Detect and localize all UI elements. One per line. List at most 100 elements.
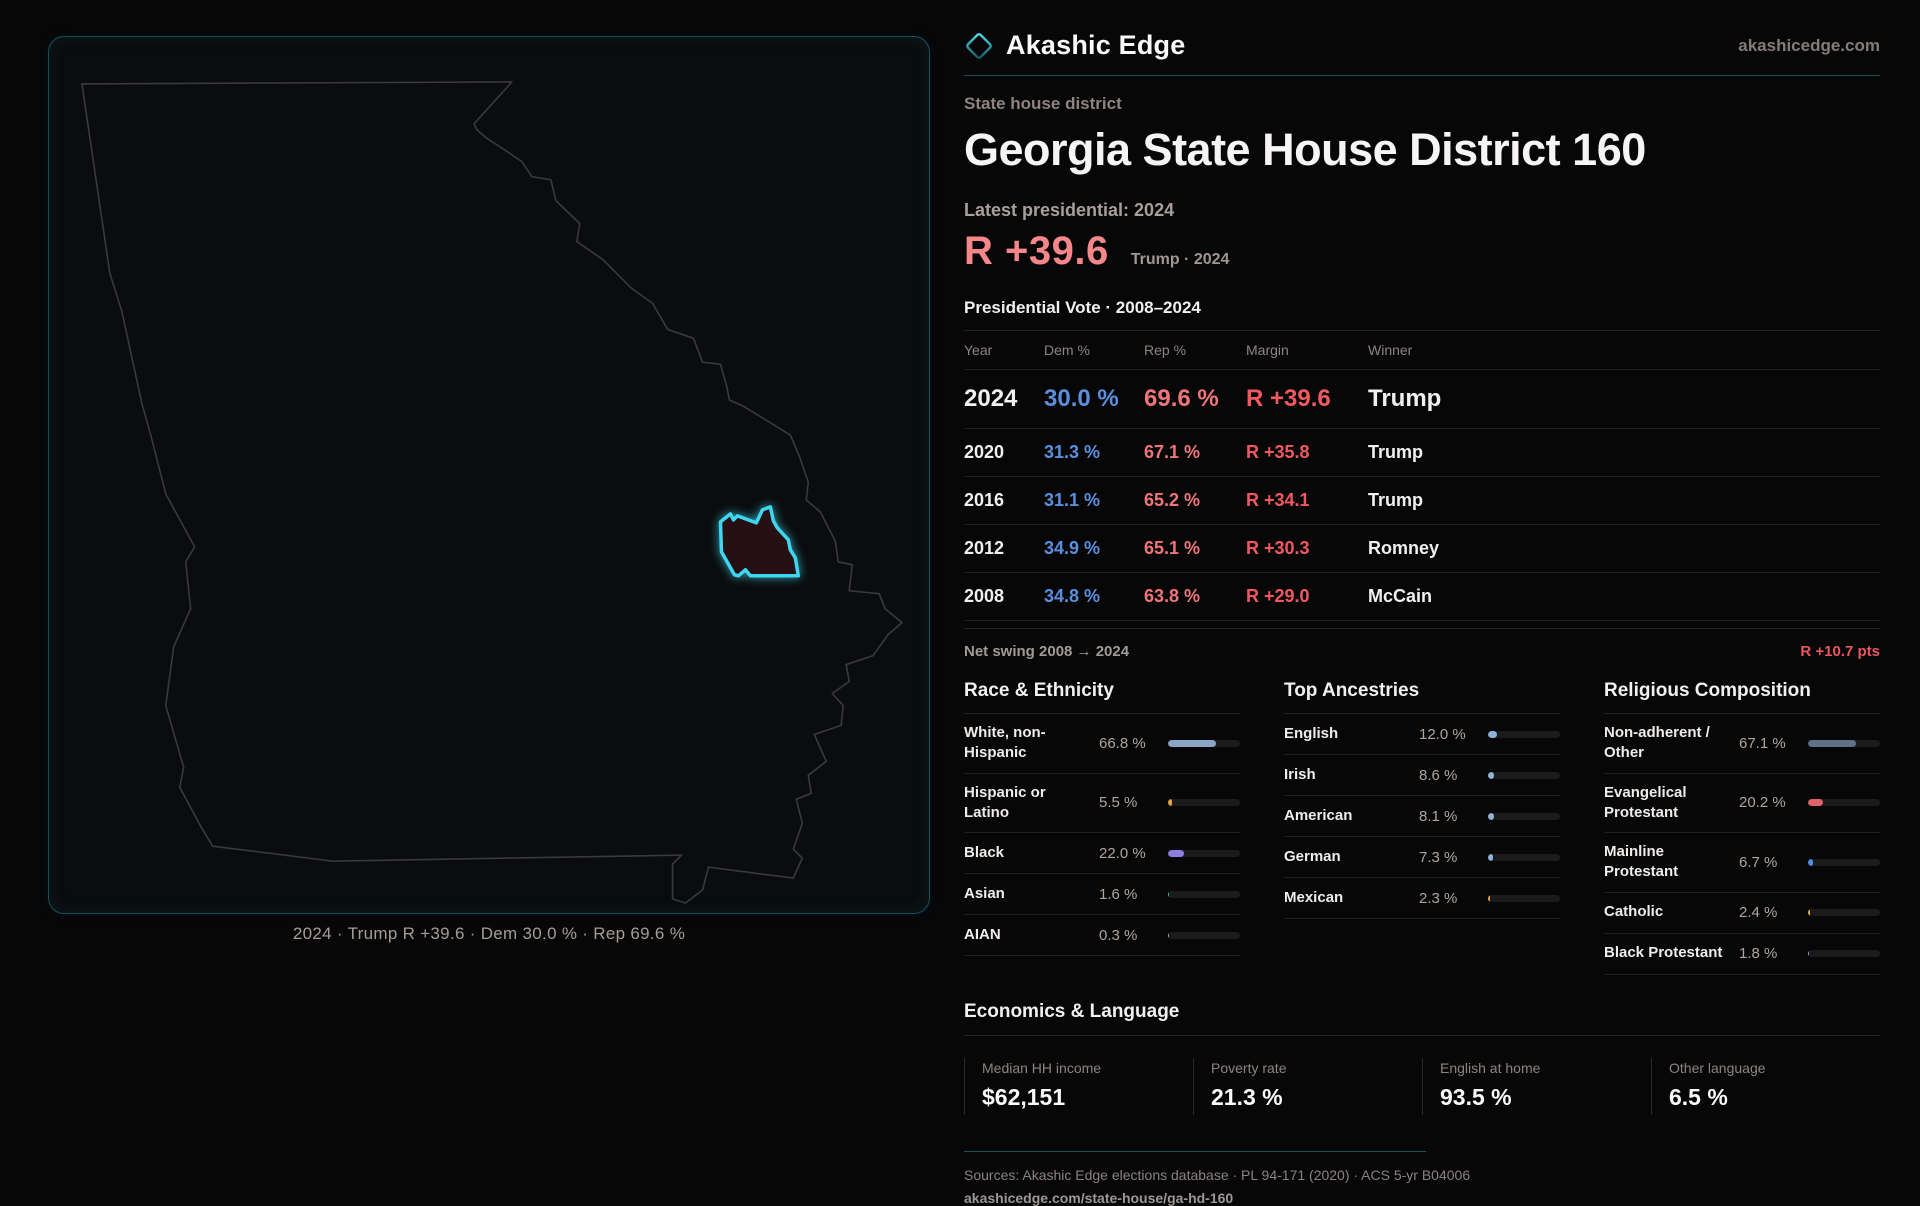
religion-section-title: Religious Composition [1604,680,1880,714]
list-item: White, non-Hispanic 66.8 % [964,714,1240,774]
state-map-panel [48,36,930,914]
demo-value: 22.0 % [1099,844,1146,862]
stat-value: 21.3 % [1211,1083,1283,1110]
demo-value: 2.4 % [1739,904,1778,921]
map-caption: 2024 · Trump R +39.6 · Dem 30.0 % · Rep … [292,924,686,943]
table-row: 2020 31.3 % 67.1 % R +35.8 Trump [964,429,1880,477]
demo-label: Black [964,843,1005,861]
district-160-shape[interactable] [718,505,801,578]
mini-bar [1488,771,1560,779]
economics-section-title: Economics & Language [964,1001,1880,1036]
col-header-year: Year [964,342,993,358]
footer-divider [964,1150,1426,1152]
demo-label: Mainline Protestant [1604,843,1679,881]
georgia-map [81,81,903,904]
demo-label: White, non-Hispanic [964,724,1046,762]
demographics-section: Race & Ethnicity White, non-Hispanic 66.… [964,680,1880,975]
demo-value: 1.6 % [1099,885,1138,903]
mini-bar [1168,890,1240,898]
demo-value: 2.3 % [1419,889,1458,907]
demo-value: 67.1 % [1739,734,1786,752]
net-swing-value: R +10.7 pts [1800,643,1880,660]
cell-year: 2024 [964,385,1018,412]
cell-margin: R +35.8 [1246,442,1310,462]
economics-stats: Median HH income $62,151 Poverty rate 21… [964,1057,1880,1115]
stat-value: 6.5 % [1669,1083,1728,1110]
sources-text: Sources: Akashic Edge elections database… [964,1166,1471,1183]
religion-column: Religious Composition Non-adherent / Oth… [1604,680,1880,975]
hero-margin-sub: Trump · 2024 [1130,251,1230,268]
demo-label: Black Protestant [1604,944,1723,962]
stat-poverty-rate: Poverty rate 21.3 % [1193,1057,1422,1115]
mini-bar [1488,812,1560,820]
latest-presidential-label: Latest presidential: 2024 [964,200,1175,220]
col-header-winner: Winner [1368,342,1413,358]
demo-value: 7.3 % [1419,848,1458,866]
cell-dem: 31.1 % [1044,490,1101,510]
list-item: American 8.1 % [1284,796,1560,837]
cell-dem: 31.3 % [1044,442,1101,462]
col-header-margin: Margin [1246,342,1289,358]
demo-value: 0.3 % [1099,926,1138,944]
demo-value: 8.6 % [1419,766,1458,784]
list-item: Asian 1.6 % [964,874,1240,915]
mini-bar [1168,739,1240,747]
cell-rep: 67.1 % [1144,442,1201,462]
cell-dem: 34.8 % [1044,586,1101,606]
table-row: 2016 31.1 % 65.2 % R +34.1 Trump [964,477,1880,525]
demo-label: Catholic [1604,903,1664,921]
stat-value: $62,151 [982,1083,1066,1110]
ancestries-section-title: Top Ancestries [1284,680,1560,714]
mini-bar [1808,909,1880,916]
georgia-state-outline [81,81,903,904]
cell-dem: 34.9 % [1044,538,1101,558]
list-item: English 12.0 % [1284,714,1560,755]
table-row: 2008 34.8 % 63.8 % R +29.0 McCain [964,573,1880,621]
list-item: AIAN 0.3 % [964,915,1240,956]
site-link[interactable]: akashicedge.com [1738,35,1880,55]
demo-value: 1.8 % [1739,945,1778,962]
mini-bar [1168,849,1240,857]
demo-value: 8.1 % [1419,807,1458,825]
vote-table-title: Presidential Vote · 2008–2024 [964,298,1880,331]
district-type-label: State house district [964,94,1122,113]
cell-winner: Trump [1368,442,1424,462]
detail-panel: Akashic Edge akashicedge.com State house… [964,0,1880,1206]
demo-value: 12.0 % [1419,725,1466,743]
demo-label: Mexican [1284,888,1344,906]
list-item: Hispanic or Latino 5.5 % [964,774,1240,833]
net-swing-row: Net swing 2008 → 2024 R +10.7 pts [964,628,1880,660]
table-row: 2012 34.9 % 65.1 % R +30.3 Romney [964,525,1880,573]
hero-margin-value: R +39.6 [964,229,1109,273]
demo-label: American [1284,806,1353,824]
cell-winner: Trump [1368,490,1424,510]
cell-year: 2012 [964,538,1005,558]
cell-margin: R +30.3 [1246,538,1310,558]
mini-bar [1808,950,1880,957]
header: Akashic Edge akashicedge.com [964,30,1880,61]
mini-bar [1808,739,1880,747]
list-item: Irish 8.6 % [1284,755,1560,796]
cell-margin: R +29.0 [1246,586,1310,606]
cell-rep: 63.8 % [1144,586,1201,606]
list-item: Mexican 2.3 % [1284,878,1560,919]
stat-label: English at home [1440,1059,1541,1076]
stat-median-income: Median HH income $62,151 [964,1057,1193,1115]
list-item: Mainline Protestant 6.7 % [1604,833,1880,893]
page-url-link[interactable]: akashicedge.com/state-house/ga-hd-160 [964,1189,1234,1206]
stat-label: Poverty rate [1211,1059,1287,1076]
stat-label: Other language [1669,1059,1766,1076]
col-header-rep: Rep % [1144,342,1187,358]
list-item: Black Protestant 1.8 % [1604,934,1880,975]
cell-winner: Trump [1368,385,1442,412]
demo-value: 5.5 % [1099,794,1138,812]
hero-margin-row: R +39.6 Trump · 2024 [964,229,1880,274]
stat-value: 93.5 % [1440,1083,1512,1110]
cell-year: 2020 [964,442,1005,462]
mini-bar [1168,931,1240,939]
stat-other-language: Other language 6.5 % [1651,1057,1880,1115]
vote-table-header-row: Year Dem % Rep % Margin Winner [964,331,1880,370]
mini-bar [1808,799,1880,807]
stat-english-at-home: English at home 93.5 % [1422,1057,1651,1115]
mini-bar [1488,894,1560,902]
